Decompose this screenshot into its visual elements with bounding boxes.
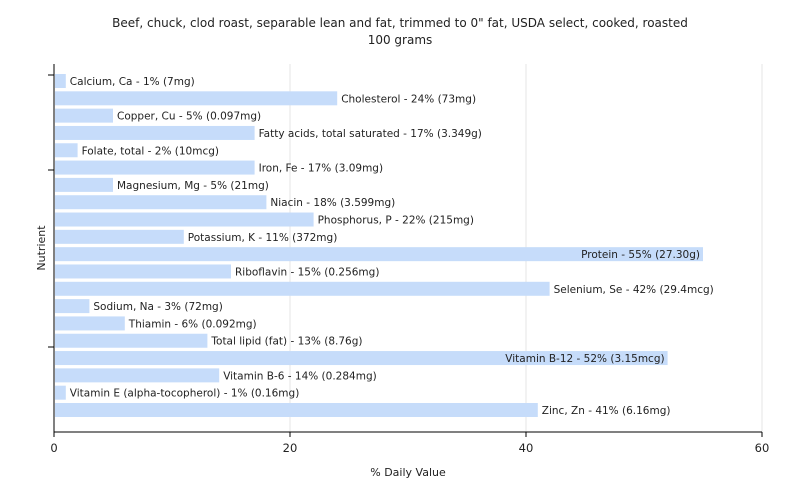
bar bbox=[55, 403, 538, 417]
x-tick-label: 0 bbox=[50, 441, 57, 455]
bars: Calcium, Ca - 1% (7mg) Cholesterol - 24% … bbox=[55, 74, 714, 417]
bar bbox=[55, 368, 220, 383]
bar bbox=[55, 160, 255, 175]
bar-label: Phosphorus, P - 22% (215mg) bbox=[318, 215, 474, 227]
bar-label: Potassium, K - 11% (372mg) bbox=[188, 232, 338, 244]
bar-label: Total lipid (fat) - 13% (8.76g) bbox=[210, 336, 362, 348]
bar-label: Iron, Fe - 17% (3.09mg) bbox=[259, 163, 383, 175]
bar-label: Fatty acids, total saturated - 17% (3.34… bbox=[259, 128, 482, 140]
bar bbox=[55, 125, 255, 140]
bar-label: Copper, Cu - 5% (0.097mg) bbox=[117, 111, 261, 123]
bar-label: Folate, total - 2% (10mcg) bbox=[82, 145, 219, 157]
bar bbox=[55, 229, 184, 244]
bar bbox=[55, 247, 703, 262]
x-tick-label: 40 bbox=[519, 441, 534, 455]
bar-label: Vitamin E (alpha-tocopherol) - 1% (0.16m… bbox=[70, 388, 299, 400]
bar-label: Sodium, Na - 3% (72mg) bbox=[93, 301, 222, 313]
bar-label: Calcium, Ca - 1% (7mg) bbox=[70, 76, 195, 88]
bar bbox=[55, 264, 231, 279]
x-tick-label: 60 bbox=[755, 441, 770, 455]
bar-label: Magnesium, Mg - 5% (21mg) bbox=[117, 180, 269, 192]
bar bbox=[55, 351, 668, 366]
bar bbox=[55, 385, 66, 400]
bar-label: Zinc, Zn - 41% (6.16mg) bbox=[542, 405, 671, 417]
bar-label: Riboflavin - 15% (0.256mg) bbox=[235, 266, 379, 278]
chart-title: Beef, chuck, clod roast, separable lean … bbox=[112, 16, 688, 30]
bar-label: Vitamin B-12 - 52% (3.15mcg) bbox=[505, 353, 664, 365]
bar-label: Protein - 55% (27.30g) bbox=[581, 249, 700, 261]
bar-label: Thiamin - 6% (0.092mg) bbox=[128, 318, 257, 330]
x-tick-label: 20 bbox=[283, 441, 298, 455]
bar-label: Niacin - 18% (3.599mg) bbox=[270, 197, 395, 209]
chart-subtitle: 100 grams bbox=[368, 33, 433, 47]
bar-label: Vitamin B-6 - 14% (0.284mg) bbox=[223, 370, 377, 382]
axes: 0 20 40 60 bbox=[48, 64, 769, 455]
bar-label: Cholesterol - 24% (73mg) bbox=[341, 93, 476, 105]
bar bbox=[55, 316, 125, 331]
bar bbox=[55, 195, 267, 210]
bar bbox=[55, 333, 208, 348]
bar bbox=[55, 299, 90, 314]
bar bbox=[55, 281, 550, 296]
bar-label: Selenium, Se - 42% (29.4mcg) bbox=[554, 284, 714, 296]
bar bbox=[55, 74, 66, 88]
bar bbox=[55, 91, 338, 106]
bar bbox=[55, 108, 113, 123]
y-axis-label: Nutrient bbox=[35, 225, 48, 271]
x-axis-label: % Daily Value bbox=[370, 466, 446, 479]
bar bbox=[55, 143, 78, 158]
bar bbox=[55, 212, 314, 227]
bar bbox=[55, 177, 113, 192]
